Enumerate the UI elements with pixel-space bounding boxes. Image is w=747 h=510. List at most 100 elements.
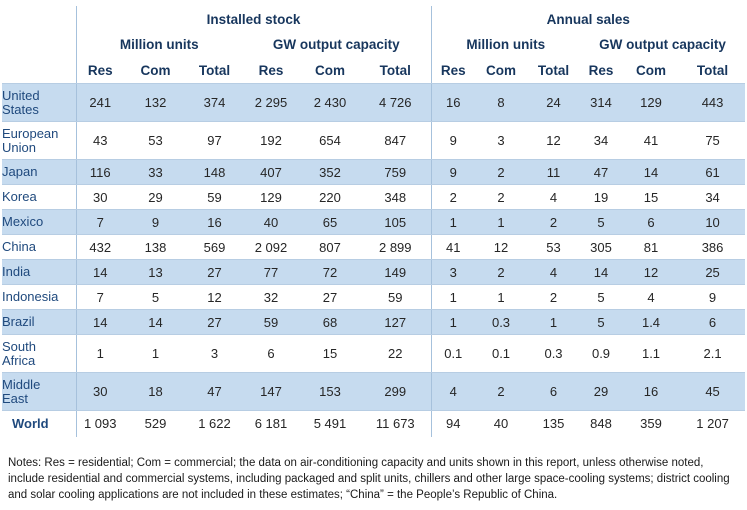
country-name-line: Japan [2,164,38,179]
world-label: World [12,415,49,431]
value-cell: 9 [430,121,476,160]
value-cell: 386 [680,234,746,260]
value-cell: 12 [187,284,242,310]
value-cell: 3 [475,121,528,160]
value-cell: 807 [300,234,360,260]
table-notes: Notes: Res = residential; Com = commerci… [8,457,730,501]
table-row: Indonesia 7 5 12 32 27 59 1 1 2 5 4 9 [2,284,746,310]
country-name: China [2,234,76,260]
value-cell: 4 [430,372,476,411]
country-name-line: Middle [2,376,41,392]
country-name: South Africa [2,334,76,373]
value-cell: 59 [242,309,300,335]
value-cell: 127 [360,309,432,335]
country-name-line: East [2,390,29,406]
table-row: China 432 138 569 2 092 807 2 899 41 12 53 305 81 38… [2,234,746,260]
world-total-row: World 1 093 529 1 622 6 181 5 491 11 673 94 40 13… [2,410,745,437]
value-cell: 153 [300,372,360,411]
value-cell: 33 [124,159,187,185]
value-cell: 0.3 [475,309,528,335]
value-cell: 8 [475,83,528,122]
value-cell: 59 [187,184,242,210]
country-name: India [2,259,76,285]
world-value-cell: 1 207 [696,416,729,432]
world-value-cell: 848 [590,416,612,432]
value-cell: 4 [527,184,581,210]
value-cell: 147 [242,372,300,411]
value-cell: 6 [242,334,300,373]
value-cell: 6 [680,309,746,335]
value-cell: 5 [124,284,187,310]
value-cell: 138 [124,234,187,260]
value-cell: 40 [242,209,300,235]
value-cell: 2 092 [242,234,300,260]
value-cell: 2 [475,184,528,210]
value-cell: 81 [622,234,681,260]
value-cell: 11 [527,159,581,185]
value-cell: 34 [680,184,746,210]
country-name-line: Brazil [2,314,35,329]
value-cell: 15 [622,184,681,210]
value-cell: 32 [242,284,300,310]
value-cell: 2 430 [300,83,360,122]
value-cell: 148 [187,159,242,185]
world-value-cell: 359 [640,416,662,432]
value-cell: 129 [242,184,300,210]
value-cell: 29 [580,372,623,411]
value-cell: 18 [124,372,187,411]
value-cell: 1 [430,309,476,335]
table-row: Japan 116 33 148 407 352 759 9 2 11 47 14 61 [2,159,746,185]
value-cell: 569 [187,234,242,260]
country-name: Korea [2,184,76,210]
col-header-com: Com [300,57,360,84]
table-row: United States 241 132 374 2 295 2 430 4 726 16 8 2… [2,83,746,122]
value-cell: 7 [75,209,124,235]
country-name-line: India [2,264,31,279]
value-cell: 14 [580,259,623,285]
col-header-total: Total [680,57,746,84]
col-header-com: Com [475,57,528,84]
table-row: Mexico 7 9 16 40 65 105 1 1 2 5 6 10 [2,209,746,235]
value-cell: 16 [430,83,476,122]
country-name-line: European [2,125,59,141]
value-cell: 16 [622,372,681,411]
value-cell: 314 [580,83,623,122]
value-cell: 14 [75,259,124,285]
value-cell: 0.3 [527,334,581,373]
value-cell: 305 [580,234,623,260]
value-cell: 129 [622,83,681,122]
col-header-total: Total [360,57,432,84]
subgroup-sales-capacity: GW output capacity [599,37,726,52]
value-cell: 9 [430,159,476,185]
value-cell: 24 [527,83,581,122]
country-name-line: South [2,338,36,354]
value-cell: 14 [75,309,124,335]
value-cell: 1 [75,334,124,373]
table-body: United States 241 132 374 2 295 2 430 4 726 16 8 2… [2,83,746,437]
country-name-line: Korea [2,189,37,204]
value-cell: 29 [124,184,187,210]
value-cell: 2.1 [680,334,746,373]
value-cell: 2 [430,184,476,210]
table-row: Brazil 14 14 27 59 68 127 1 0.3 1 5 1.4 6 [2,309,746,335]
country-name: Japan [2,159,76,185]
value-cell: 241 [75,83,124,122]
header-row-groups: Installed stock Annual sales [2,6,746,32]
value-cell: 3 [430,259,476,285]
value-cell: 72 [300,259,360,285]
col-header-com: Com [124,57,187,84]
value-cell: 1 [475,209,528,235]
country-name-line: States [2,101,39,117]
table-row: Middle East 30 18 47 147 153 299 4 2 6 29 16 45 [2,372,746,411]
value-cell: 41 [430,234,476,260]
world-value-cell: 94 [430,410,476,437]
value-cell: 3 [187,334,242,373]
col-header-res: Res [75,57,124,84]
value-cell: 75 [680,121,746,160]
value-cell: 25 [680,259,746,285]
value-cell: 443 [680,83,746,122]
country-name-line: Africa [2,352,36,368]
col-header-total: Total [187,57,242,84]
col-header-res: Res [242,57,300,84]
country-name-line: Indonesia [2,289,59,304]
